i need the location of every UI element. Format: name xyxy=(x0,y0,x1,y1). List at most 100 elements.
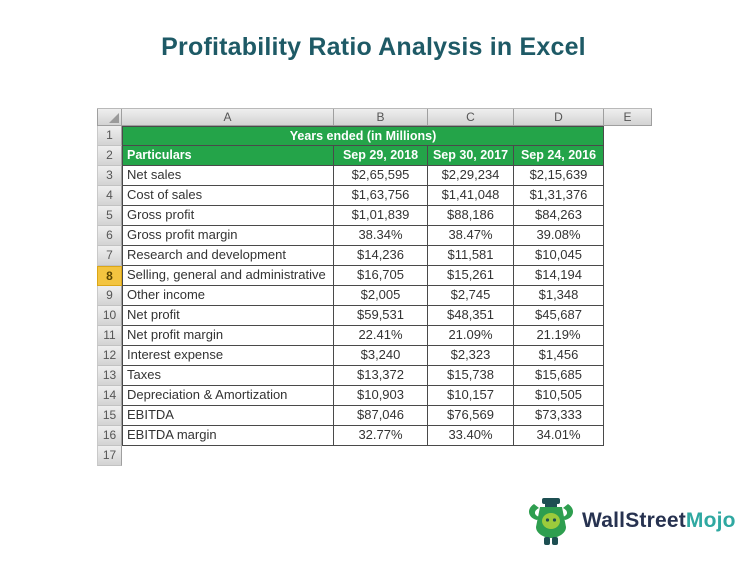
cell-label[interactable]: Taxes xyxy=(122,366,334,386)
column-header-a[interactable]: A xyxy=(122,109,334,126)
table-row: 14 Depreciation & Amortization $10,903 $… xyxy=(97,386,652,406)
cell-value[interactable]: 39.08% xyxy=(514,226,604,246)
header-cell-2018[interactable]: Sep 29, 2018 xyxy=(334,146,428,166)
row-number[interactable]: 4 xyxy=(97,186,122,206)
cell-label[interactable]: Interest expense xyxy=(122,346,334,366)
row-number[interactable]: 15 xyxy=(97,406,122,426)
row-number[interactable]: 17 xyxy=(97,446,122,466)
cell-label[interactable]: Depreciation & Amortization xyxy=(122,386,334,406)
select-all-triangle-icon xyxy=(109,113,119,123)
cell-value[interactable]: $15,261 xyxy=(428,266,514,286)
cell-label[interactable]: Gross profit xyxy=(122,206,334,226)
cell-label[interactable]: EBITDA xyxy=(122,406,334,426)
cell-value[interactable]: 21.09% xyxy=(428,326,514,346)
bull-mascot-icon xyxy=(528,498,574,545)
cell-value[interactable]: 22.41% xyxy=(334,326,428,346)
cell-value[interactable]: $10,903 xyxy=(334,386,428,406)
table-row: 12 Interest expense $3,240 $2,323 $1,456 xyxy=(97,346,652,366)
cell-value[interactable]: $73,333 xyxy=(514,406,604,426)
row-number[interactable]: 3 xyxy=(97,166,122,186)
brand-text: WallStreetMojo xyxy=(582,509,736,533)
cell-value[interactable]: $2,323 xyxy=(428,346,514,366)
column-header-b[interactable]: B xyxy=(334,109,428,126)
row-number[interactable]: 6 xyxy=(97,226,122,246)
merged-title-cell[interactable]: Years ended (in Millions) xyxy=(122,126,604,146)
cell-value[interactable]: $76,569 xyxy=(428,406,514,426)
cell-value[interactable]: $1,41,048 xyxy=(428,186,514,206)
cell-value[interactable]: $10,045 xyxy=(514,246,604,266)
cell-value[interactable]: $10,505 xyxy=(514,386,604,406)
table-row: 16 EBITDA margin 32.77% 33.40% 34.01% xyxy=(97,426,652,446)
cell-value[interactable]: 38.47% xyxy=(428,226,514,246)
cell-value[interactable]: $14,236 xyxy=(334,246,428,266)
column-header-e[interactable]: E xyxy=(604,109,652,126)
brand-text-primary: WallStreet xyxy=(582,509,686,532)
cell-value[interactable]: 21.19% xyxy=(514,326,604,346)
cell-value[interactable]: $10,157 xyxy=(428,386,514,406)
header-cell-particulars[interactable]: Particulars xyxy=(122,146,334,166)
row-number[interactable]: 11 xyxy=(97,326,122,346)
cell-value[interactable]: $2,745 xyxy=(428,286,514,306)
cell-label[interactable]: Research and development xyxy=(122,246,334,266)
cell-value[interactable]: $1,456 xyxy=(514,346,604,366)
cell-value[interactable]: $87,046 xyxy=(334,406,428,426)
cell-value[interactable]: $2,65,595 xyxy=(334,166,428,186)
cell-value[interactable]: $59,531 xyxy=(334,306,428,326)
cell-label[interactable]: Gross profit margin xyxy=(122,226,334,246)
table-row: 7 Research and development $14,236 $11,5… xyxy=(97,246,652,266)
cell-value[interactable]: $3,240 xyxy=(334,346,428,366)
cell-value[interactable]: $16,705 xyxy=(334,266,428,286)
page-title: Profitability Ratio Analysis in Excel xyxy=(161,33,586,61)
row-number[interactable]: 16 xyxy=(97,426,122,446)
row-number-highlighted[interactable]: 8 xyxy=(97,266,122,286)
row-number[interactable]: 1 xyxy=(97,126,122,146)
header-cell-2017[interactable]: Sep 30, 2017 xyxy=(428,146,514,166)
header-cell-2016[interactable]: Sep 24, 2016 xyxy=(514,146,604,166)
cell-value[interactable]: $15,738 xyxy=(428,366,514,386)
cell-value[interactable]: $2,005 xyxy=(334,286,428,306)
cell-value[interactable]: 38.34% xyxy=(334,226,428,246)
row-number[interactable]: 13 xyxy=(97,366,122,386)
table-row: 3 Net sales $2,65,595 $2,29,234 $2,15,63… xyxy=(97,166,652,186)
row-number[interactable]: 12 xyxy=(97,346,122,366)
column-header-c[interactable]: C xyxy=(428,109,514,126)
cell-value[interactable]: $15,685 xyxy=(514,366,604,386)
cell-value[interactable]: $11,581 xyxy=(428,246,514,266)
cell-value[interactable]: $1,31,376 xyxy=(514,186,604,206)
select-all-corner[interactable] xyxy=(97,109,122,126)
cell-label[interactable]: Net profit xyxy=(122,306,334,326)
cell-value[interactable]: $2,15,639 xyxy=(514,166,604,186)
cell-value[interactable]: 33.40% xyxy=(428,426,514,446)
cell-value[interactable]: $1,01,839 xyxy=(334,206,428,226)
cell-label[interactable]: Selling, general and administrative xyxy=(122,266,334,286)
table-row: 4 Cost of sales $1,63,756 $1,41,048 $1,3… xyxy=(97,186,652,206)
table-row: 9 Other income $2,005 $2,745 $1,348 xyxy=(97,286,652,306)
cell-label[interactable]: Net profit margin xyxy=(122,326,334,346)
cell-value[interactable]: $45,687 xyxy=(514,306,604,326)
table-row-empty: 17 xyxy=(97,446,652,466)
row-number[interactable]: 2 xyxy=(97,146,122,166)
row-number[interactable]: 14 xyxy=(97,386,122,406)
column-header-row: A B C D E xyxy=(97,108,652,126)
row-number[interactable]: 9 xyxy=(97,286,122,306)
cell-label[interactable]: EBITDA margin xyxy=(122,426,334,446)
cell-label[interactable]: Net sales xyxy=(122,166,334,186)
row-number[interactable]: 10 xyxy=(97,306,122,326)
cell-value[interactable]: $1,63,756 xyxy=(334,186,428,206)
cell-value[interactable]: $88,186 xyxy=(428,206,514,226)
cell-value[interactable]: 34.01% xyxy=(514,426,604,446)
cell-label[interactable]: Cost of sales xyxy=(122,186,334,206)
cell-value[interactable]: $2,29,234 xyxy=(428,166,514,186)
cell-value[interactable]: $84,263 xyxy=(514,206,604,226)
cell-label[interactable]: Other income xyxy=(122,286,334,306)
cell-value[interactable]: $13,372 xyxy=(334,366,428,386)
row-number[interactable]: 5 xyxy=(97,206,122,226)
column-header-d[interactable]: D xyxy=(514,109,604,126)
cell-value[interactable]: 32.77% xyxy=(334,426,428,446)
cell-value[interactable]: $14,194 xyxy=(514,266,604,286)
cell-value[interactable]: $1,348 xyxy=(514,286,604,306)
cell-value[interactable]: $48,351 xyxy=(428,306,514,326)
table-row: 5 Gross profit $1,01,839 $88,186 $84,263 xyxy=(97,206,652,226)
table-row-highlighted: 8 Selling, general and administrative $1… xyxy=(97,266,652,286)
row-number[interactable]: 7 xyxy=(97,246,122,266)
